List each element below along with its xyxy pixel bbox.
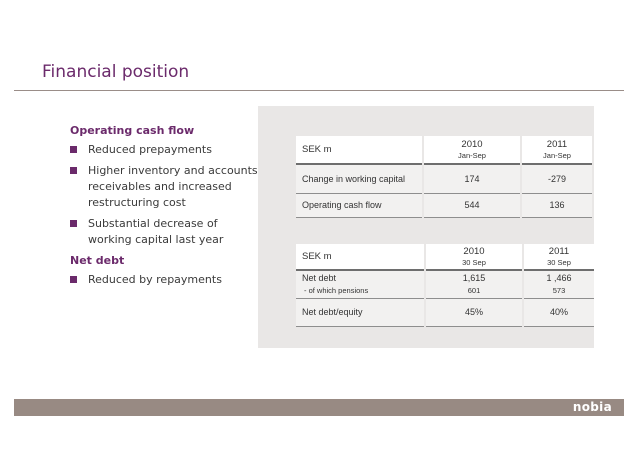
bullet-square-icon: [70, 220, 77, 227]
bullet-square-icon: [70, 167, 77, 174]
list-item: Reduced prepayments: [70, 142, 260, 158]
header-col-2011: 2011 Jan-Sep: [522, 136, 592, 165]
nobia-logo: nobia: [572, 400, 612, 414]
header-col-2010: 2010 Jan-Sep: [424, 136, 520, 165]
net-debt-heading: Net debt: [70, 254, 125, 267]
table-header-row: SEK m 2010 30 Sep 2011 30 Sep: [296, 244, 594, 271]
table-row: Operating cash flow 544 136: [296, 193, 592, 218]
list-item: Reduced by repayments: [70, 272, 260, 288]
header-label: SEK m: [296, 136, 422, 165]
table-row: Net debt/equity 45% 40%: [296, 298, 594, 327]
bullet-square-icon: [70, 276, 77, 283]
list-item: Substantial decrease of working capital …: [70, 216, 260, 248]
bullet-square-icon: [70, 146, 77, 153]
title-divider: [14, 90, 624, 91]
list-item: Higher inventory and accounts receivable…: [70, 163, 260, 211]
net-debt-table: SEK m 2010 30 Sep 2011 30 Sep Net debt 1,6…: [296, 244, 594, 327]
operating-cash-flow-bullets: Reduced prepayments Higher inventory and…: [70, 142, 260, 253]
header-col-2011: 2011 30 Sep: [524, 244, 594, 271]
table-row: Change in working capital 174 -279: [296, 164, 592, 194]
operating-cash-flow-heading: Operating cash flow: [70, 124, 195, 137]
working-capital-table: SEK m 2010 Jan-Sep 2011 Jan-Sep Change in …: [296, 136, 592, 218]
header-col-2010: 2010 30 Sep: [426, 244, 522, 271]
table-row: Net debt 1,615 1 ,466: [296, 270, 594, 284]
net-debt-bullets: Reduced by repayments: [70, 272, 260, 293]
table-row: - of which pensions 601 573: [296, 284, 594, 299]
footer-bar: nobia: [14, 399, 624, 416]
page-title: Financial position: [42, 62, 190, 82]
header-label: SEK m: [296, 244, 424, 271]
table-header-row: SEK m 2010 Jan-Sep 2011 Jan-Sep: [296, 136, 592, 165]
